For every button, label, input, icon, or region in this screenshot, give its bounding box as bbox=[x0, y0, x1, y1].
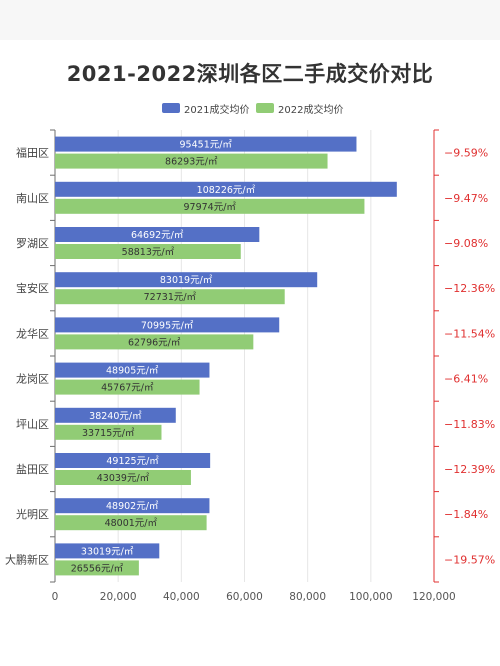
bar-2022 bbox=[55, 470, 191, 485]
bar-2022 bbox=[55, 334, 254, 350]
change-label: −19.57% bbox=[444, 553, 495, 566]
legend: 2021成交均价 2022成交均价 bbox=[0, 100, 500, 116]
bar-value-label: 33715元/㎡ bbox=[82, 428, 135, 439]
chart-title: 2021-2022深圳各区二手成交价对比 bbox=[66, 62, 434, 86]
top-bar bbox=[0, 0, 500, 40]
bar-value-label: 26556元/㎡ bbox=[71, 563, 124, 574]
legend-item-2022[interactable]: 2022成交均价 bbox=[256, 100, 343, 116]
x-tick-label: 80,000 bbox=[289, 591, 326, 603]
bar-2022 bbox=[55, 289, 285, 305]
bar-value-label: 70995元/㎡ bbox=[141, 320, 194, 331]
bar-value-label: 86293元/㎡ bbox=[165, 157, 218, 168]
legend-item-2021[interactable]: 2021成交均价 bbox=[162, 100, 249, 116]
bar-2022 bbox=[55, 424, 162, 440]
category-label: 盐田区 bbox=[16, 463, 49, 476]
bar-2022 bbox=[55, 515, 207, 531]
change-label: −11.54% bbox=[444, 327, 495, 340]
change-label: −9.08% bbox=[444, 237, 488, 250]
bar-2022 bbox=[55, 560, 139, 576]
bar-value-label: 95451元/㎡ bbox=[180, 140, 233, 151]
bar-value-label: 38240元/㎡ bbox=[89, 411, 142, 422]
bar-value-label: 49125元/㎡ bbox=[106, 456, 159, 467]
category-label: 南山区 bbox=[16, 192, 49, 205]
bar-2022 bbox=[55, 198, 365, 214]
x-tick-label: 120,000 bbox=[412, 591, 455, 603]
change-label: −1.84% bbox=[444, 508, 488, 521]
legend-swatch-2022 bbox=[256, 103, 274, 113]
bar-value-label: 62796元/㎡ bbox=[128, 337, 181, 348]
bar-2021 bbox=[55, 136, 357, 152]
x-tick-label: 60,000 bbox=[226, 591, 263, 603]
bar-value-label: 72731元/㎡ bbox=[144, 292, 197, 303]
category-label: 光明区 bbox=[16, 507, 49, 521]
bar-value-label: 58813元/㎡ bbox=[122, 247, 175, 258]
bar-2021 bbox=[55, 272, 318, 288]
bar-value-label: 45767元/㎡ bbox=[101, 383, 154, 394]
change-label: −11.83% bbox=[444, 418, 495, 431]
bar-value-label: 64692元/㎡ bbox=[131, 230, 184, 241]
bar-2021 bbox=[55, 407, 176, 423]
bar-value-label: 33019元/㎡ bbox=[81, 546, 134, 557]
category-label: 罗湖区 bbox=[16, 237, 49, 250]
bar-2022 bbox=[55, 379, 200, 395]
change-label: −12.39% bbox=[444, 463, 495, 476]
category-label: 宝安区 bbox=[16, 281, 49, 295]
bar-2022 bbox=[55, 153, 328, 169]
change-label: −12.36% bbox=[444, 282, 495, 295]
change-label: −9.59% bbox=[444, 147, 488, 160]
bar-value-label: 48001元/㎡ bbox=[105, 518, 158, 529]
bar-value-label: 48902元/㎡ bbox=[106, 501, 159, 512]
category-label: 大鹏新区 bbox=[5, 552, 49, 566]
bar-2022 bbox=[55, 244, 241, 259]
category-label: 龙华区 bbox=[16, 326, 49, 340]
bar-2021 bbox=[55, 181, 397, 197]
category-label: 坪山区 bbox=[16, 418, 49, 431]
legend-label-2021: 2021成交均价 bbox=[184, 104, 250, 116]
bar-2021 bbox=[55, 317, 280, 333]
x-tick-label: 0 bbox=[52, 591, 59, 603]
bar-2021 bbox=[55, 498, 210, 514]
bar-value-label: 97974元/㎡ bbox=[184, 202, 237, 213]
category-label: 福田区 bbox=[16, 146, 49, 160]
bar-2021 bbox=[55, 227, 260, 242]
category-label: 龙岗区 bbox=[16, 373, 49, 386]
bar-2021 bbox=[55, 362, 210, 378]
change-label: −9.47% bbox=[444, 192, 488, 205]
bar-2021 bbox=[55, 453, 211, 468]
bar-2021 bbox=[55, 543, 160, 559]
x-tick-label: 20,000 bbox=[100, 591, 137, 603]
change-label: −6.41% bbox=[444, 373, 488, 386]
legend-swatch-2021 bbox=[162, 103, 180, 113]
legend-label-2022: 2022成交均价 bbox=[278, 104, 344, 116]
x-tick-label: 40,000 bbox=[163, 591, 200, 603]
bar-value-label: 83019元/㎡ bbox=[160, 275, 213, 286]
bar-value-label: 108226元/㎡ bbox=[197, 185, 256, 196]
x-tick-label: 100,000 bbox=[349, 591, 392, 603]
bar-value-label: 48905元/㎡ bbox=[106, 366, 159, 377]
bar-value-label: 43039元/㎡ bbox=[97, 473, 150, 484]
